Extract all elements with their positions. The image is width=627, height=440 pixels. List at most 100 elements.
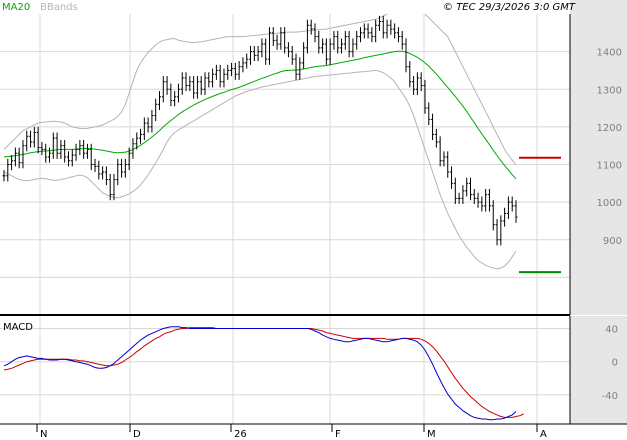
price-bar	[78, 140, 82, 156]
price-bar	[453, 177, 457, 205]
price-bar	[146, 117, 150, 133]
price-bar	[271, 27, 275, 46]
price-bar	[321, 38, 325, 54]
price-bar	[150, 109, 154, 133]
header-bg	[0, 0, 570, 14]
price-bar	[104, 166, 108, 186]
x-tick-label: F	[335, 429, 341, 440]
price-bar	[188, 76, 192, 92]
price-bar	[491, 200, 495, 231]
price-bar	[233, 62, 237, 80]
price-bar	[218, 64, 222, 88]
price-bar	[116, 158, 120, 186]
price-bar	[264, 38, 268, 65]
price-bar	[487, 188, 491, 212]
price-bar	[10, 155, 14, 171]
price-bar	[127, 147, 131, 171]
price-bar	[195, 76, 199, 99]
price-bar	[286, 42, 290, 58]
price-bar	[256, 45, 260, 62]
ma20-line	[3, 50, 517, 180]
price-bar	[180, 72, 184, 95]
price-bar	[32, 126, 36, 148]
price-bar	[70, 149, 74, 167]
price-bar	[131, 138, 135, 159]
price-bar	[192, 76, 196, 99]
price-bar	[139, 128, 143, 144]
price-bar	[211, 68, 215, 88]
price-bar	[17, 147, 21, 169]
price-bar	[279, 27, 283, 50]
price-bar	[13, 147, 17, 167]
price-bar	[381, 15, 385, 39]
price-bar	[25, 130, 29, 152]
price-bar	[154, 98, 158, 122]
macd-title: MACD	[3, 322, 33, 333]
price-bar	[51, 132, 55, 159]
price-tick-label: 1400	[597, 48, 622, 59]
price-bar	[29, 130, 33, 148]
price-bar	[44, 143, 48, 163]
price-bar	[48, 147, 52, 163]
price-bar	[176, 83, 180, 103]
macd-tick-label: 0	[612, 358, 618, 369]
price-bar	[97, 160, 101, 180]
bbands-legend: BBands	[40, 2, 78, 13]
bollinger-bands	[3, 4, 517, 270]
price-bar	[472, 188, 476, 205]
price-bar	[415, 72, 419, 95]
price-bar	[184, 72, 188, 92]
price-bar	[21, 140, 25, 169]
price-bar	[343, 30, 347, 50]
ma20-legend: MA20	[2, 2, 30, 13]
price-tick-label: 900	[603, 236, 622, 247]
x-tick-label: A	[540, 429, 547, 440]
price-bar	[385, 19, 389, 39]
price-bar	[427, 102, 431, 125]
price-bar	[82, 140, 86, 159]
price-bar	[313, 23, 317, 43]
price-bar	[267, 27, 271, 65]
price-bar	[484, 188, 488, 212]
price-bar	[461, 185, 465, 205]
bb-lower-line	[3, 69, 517, 270]
price-bar	[412, 76, 416, 95]
price-tick-label: 1200	[597, 123, 622, 134]
macd-line	[3, 326, 517, 421]
price-bar	[450, 166, 454, 189]
price-bar	[85, 143, 89, 159]
price-bar	[359, 27, 363, 43]
price-bar	[66, 151, 70, 167]
price-bar	[495, 219, 499, 246]
price-bar	[237, 61, 241, 80]
price-axis-ticks: 900 1000 1100 1200 1300 1400	[597, 48, 622, 247]
price-bar	[514, 200, 518, 223]
price-bar	[298, 57, 302, 80]
price-bar	[249, 45, 253, 65]
price-bar	[503, 207, 507, 227]
price-bar	[165, 76, 169, 95]
x-tick-label: M	[427, 429, 436, 440]
price-bar	[506, 196, 510, 220]
price-bar	[377, 15, 381, 31]
price-bar	[423, 79, 427, 114]
price-bar	[283, 27, 287, 54]
price-bar	[135, 132, 139, 150]
price-bar	[120, 158, 124, 178]
macd-tick-label: 40	[605, 324, 618, 335]
price-bar	[222, 68, 226, 88]
price-bar	[173, 91, 177, 107]
macd-tick-label: -40	[602, 391, 618, 402]
x-tick-label: D	[133, 429, 141, 440]
price-bar	[434, 128, 438, 148]
price-bar	[370, 27, 374, 43]
price-bar	[340, 38, 344, 54]
price-bar	[309, 19, 313, 35]
price-bar	[294, 53, 298, 80]
price-bar	[366, 23, 370, 39]
price-bar	[6, 158, 10, 182]
price-bar	[230, 62, 234, 77]
price-bar	[112, 173, 116, 201]
price-bar	[389, 19, 393, 35]
price-bar	[480, 196, 484, 212]
